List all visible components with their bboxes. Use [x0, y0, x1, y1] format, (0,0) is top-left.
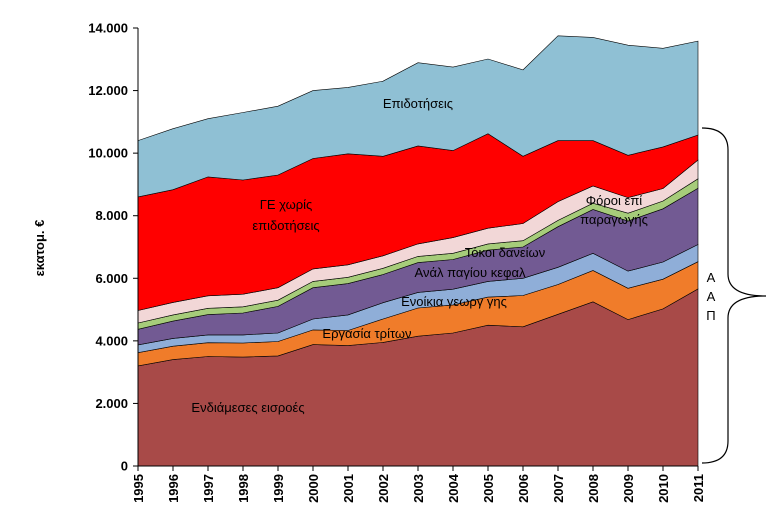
- series-label-s6: παραγωγής: [580, 212, 648, 227]
- series-label-s3: Ενοίκια γεωργ γης: [401, 294, 507, 309]
- y-tick-label: 2.000: [95, 396, 128, 411]
- x-tick-label: 2004: [446, 473, 461, 503]
- y-tick-label: 14.000: [88, 21, 128, 36]
- x-tick-label: 2008: [586, 474, 601, 503]
- bracket-letter: Α: [707, 270, 716, 285]
- area-layers: [137, 35, 699, 467]
- x-tick-label: 2007: [551, 474, 566, 503]
- series-label-s7: ΓΕ χωρίς: [260, 197, 313, 212]
- series-label-s5: Τόκοι δανείων: [465, 245, 545, 260]
- x-tick-label: 2000: [306, 474, 321, 503]
- x-tick-label: 2002: [376, 474, 391, 503]
- bracket: [701, 127, 767, 464]
- x-tick-label: 1995: [131, 474, 146, 503]
- x-tick-label: 1997: [201, 474, 216, 503]
- series-label-s8: Επιδοτήσεις: [383, 96, 453, 111]
- series-label-s7: επιδοτήσεις: [252, 218, 319, 233]
- x-tick-label: 2006: [516, 474, 531, 503]
- x-ticks: 1995 1996 1997 1998 1999 2000 2001 2002 2003 2004…: [131, 466, 706, 503]
- x-tick-label: 2003: [411, 474, 426, 503]
- y-tick-label: 10.000: [88, 146, 128, 161]
- y-axis-label: εκατομ. €: [32, 220, 47, 277]
- y-tick-label: 0: [121, 459, 128, 474]
- series-label-s4: Ανάλ παγίου κεφαλ: [415, 265, 526, 280]
- x-tick-label: 2005: [481, 474, 496, 503]
- series-labels: Ενδιάμεσες εισροές Εργασία τρίτων Ενοίκια …: [191, 96, 648, 415]
- y-tick-label: 8.000: [95, 208, 128, 223]
- series-label-s6: Φόροι επί: [586, 193, 642, 208]
- x-tick-label: 1996: [166, 474, 181, 503]
- x-tick-label: 2009: [621, 474, 636, 503]
- y-ticks: 0 2.000 4.000 6.000 8.000 10.000 12.000 14.000: [88, 21, 138, 474]
- x-tick-label: 2001: [341, 474, 356, 503]
- bracket-letter: Π: [706, 308, 715, 323]
- bracket-letter: Α: [707, 289, 716, 304]
- x-tick-label: 2011: [691, 474, 706, 502]
- bracket-label: ΑΑΠ: [706, 270, 715, 323]
- y-tick-label: 12.000: [88, 83, 128, 98]
- y-tick-label: 6.000: [95, 271, 128, 286]
- x-tick-label: 1998: [236, 474, 251, 503]
- x-tick-label: 1999: [271, 474, 286, 503]
- area-s8: [137, 35, 699, 198]
- series-label-s1: Ενδιάμεσες εισροές: [191, 400, 304, 415]
- x-tick-label: 2010: [656, 474, 671, 503]
- y-tick-label: 4.000: [95, 333, 128, 348]
- series-label-s2: Εργασία τρίτων: [322, 326, 411, 341]
